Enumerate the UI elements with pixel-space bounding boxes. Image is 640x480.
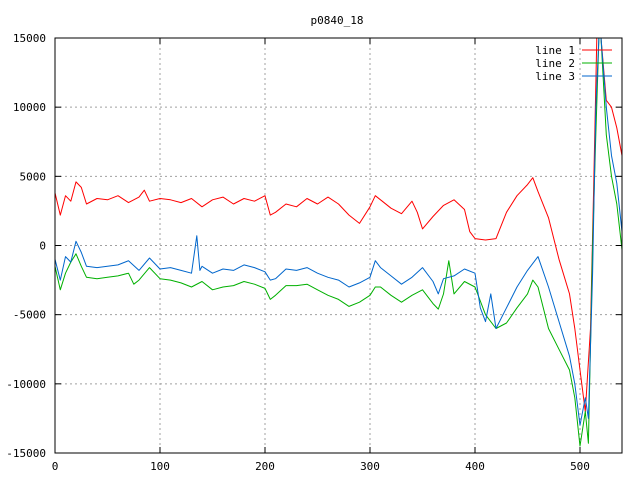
y-tick-label: -15000	[6, 447, 46, 460]
legend-label-2: line 2	[535, 57, 575, 70]
x-tick-label: 0	[52, 460, 59, 473]
axis-ticks: 0 100 200 300 400 500 -15000 -10000 -5000 0 5000 10…	[6, 32, 622, 473]
series-lines	[55, 38, 622, 447]
x-tick-label: 500	[570, 460, 590, 473]
x-tick-label: 100	[150, 460, 170, 473]
series-line-2	[55, 38, 622, 447]
legend-label-1: line 1	[535, 44, 575, 57]
y-tick-label: 5000	[20, 170, 47, 183]
legend-label-3: line 3	[535, 70, 575, 83]
y-tick-label: 0	[39, 240, 46, 253]
grid	[55, 38, 622, 453]
series-line-1	[55, 38, 622, 412]
series-line-3	[55, 38, 622, 426]
y-tick-label: 15000	[13, 32, 46, 45]
y-tick-label: -5000	[13, 309, 46, 322]
y-tick-label: 10000	[13, 101, 46, 114]
x-tick-label: 400	[465, 460, 485, 473]
x-tick-label: 200	[255, 460, 275, 473]
x-tick-label: 300	[360, 460, 380, 473]
y-tick-label: -10000	[6, 378, 46, 391]
chart-title: p0840_18	[311, 14, 364, 27]
